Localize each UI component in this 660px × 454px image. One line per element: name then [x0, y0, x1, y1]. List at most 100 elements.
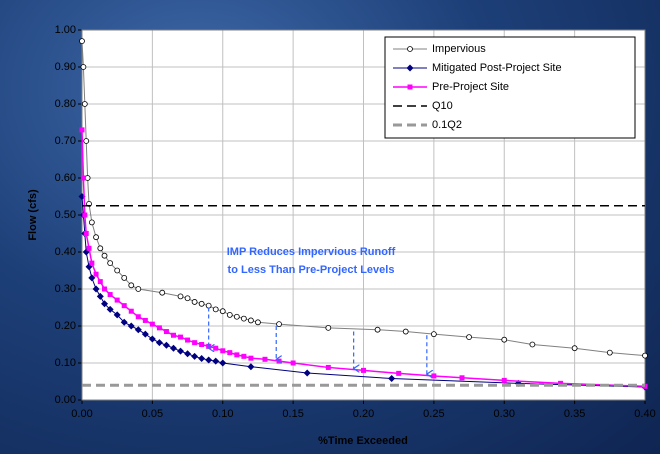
x-tick-label: 0.20 — [353, 408, 374, 420]
x-tick-label: 0.40 — [634, 408, 655, 420]
marker — [205, 356, 213, 364]
marker — [255, 319, 261, 326]
marker — [431, 373, 437, 379]
marker — [227, 350, 233, 356]
marker — [156, 325, 162, 331]
marker — [276, 321, 282, 328]
marker — [120, 318, 128, 326]
marker — [407, 46, 413, 52]
y-tick-label: 0.90 — [55, 61, 76, 73]
marker — [192, 340, 198, 346]
marker — [82, 212, 88, 218]
marker — [184, 350, 192, 358]
marker — [101, 300, 109, 308]
marker — [233, 313, 240, 320]
marker — [127, 322, 135, 330]
marker — [247, 363, 255, 371]
marker — [92, 285, 100, 293]
marker — [97, 245, 104, 252]
marker — [388, 375, 396, 383]
marker — [558, 380, 564, 386]
marker — [155, 339, 163, 347]
marker — [79, 127, 85, 133]
marker — [121, 303, 127, 309]
marker — [102, 286, 108, 292]
marker — [114, 267, 121, 274]
marker — [459, 375, 465, 381]
marker — [501, 377, 507, 383]
marker — [226, 311, 233, 318]
marker — [142, 317, 148, 323]
annotation: IMP Reduces Impervious Runoff — [227, 246, 396, 258]
y-tick-label: 0.60 — [55, 172, 76, 184]
marker — [107, 292, 113, 298]
marker — [191, 352, 199, 360]
x-tick-label: 0.05 — [142, 408, 163, 420]
marker — [148, 335, 156, 343]
marker — [374, 326, 381, 333]
marker — [134, 326, 142, 334]
annotation: to Less Than Pre-Project Levels — [228, 264, 395, 276]
marker — [220, 348, 226, 354]
marker — [81, 101, 88, 107]
marker — [135, 314, 141, 320]
marker — [128, 282, 135, 289]
marker — [135, 286, 142, 292]
marker — [89, 260, 95, 266]
marker — [114, 297, 120, 303]
marker — [93, 271, 99, 277]
marker — [241, 353, 247, 359]
marker — [170, 332, 176, 338]
marker — [163, 329, 169, 335]
marker — [83, 138, 90, 144]
y-tick-label: 1.00 — [55, 24, 76, 36]
marker — [213, 345, 219, 351]
marker — [191, 299, 198, 305]
x-tick-label: 0.35 — [564, 408, 585, 420]
y-tick-label: 0.30 — [55, 283, 76, 295]
y-tick-label: 0.80 — [55, 98, 76, 110]
marker — [402, 328, 409, 335]
marker — [219, 359, 227, 367]
marker — [113, 311, 121, 319]
marker — [162, 341, 170, 349]
marker — [606, 349, 613, 356]
marker — [106, 305, 114, 313]
marker — [88, 219, 95, 226]
marker — [430, 331, 437, 338]
marker — [121, 274, 128, 281]
marker — [177, 347, 185, 355]
x-tick-label: 0.15 — [282, 408, 303, 420]
marker — [290, 360, 296, 366]
marker — [128, 308, 134, 314]
marker — [262, 356, 268, 362]
marker — [234, 352, 240, 358]
marker — [247, 317, 254, 324]
marker — [571, 345, 578, 352]
marker — [178, 334, 184, 340]
y-tick-label: 0.10 — [55, 357, 76, 369]
marker — [79, 38, 85, 44]
marker — [199, 342, 205, 347]
marker — [177, 293, 184, 300]
marker — [212, 306, 219, 313]
marker — [205, 302, 212, 309]
marker — [185, 337, 191, 343]
x-tick-label: 0.25 — [423, 408, 444, 420]
marker — [248, 355, 254, 361]
marker — [184, 295, 191, 302]
marker — [86, 245, 92, 251]
legend-label: Pre-Project Site — [432, 81, 509, 93]
marker — [169, 344, 177, 352]
marker — [149, 321, 155, 327]
x-tick-label: 0.10 — [212, 408, 233, 420]
x-tick-label: 0.30 — [494, 408, 515, 420]
marker — [240, 315, 247, 322]
x-tick-label: 0.00 — [71, 408, 92, 420]
marker — [159, 289, 166, 296]
marker — [198, 355, 206, 363]
legend-label: 0.1Q2 — [432, 119, 462, 131]
marker — [407, 84, 413, 90]
marker — [80, 175, 86, 181]
